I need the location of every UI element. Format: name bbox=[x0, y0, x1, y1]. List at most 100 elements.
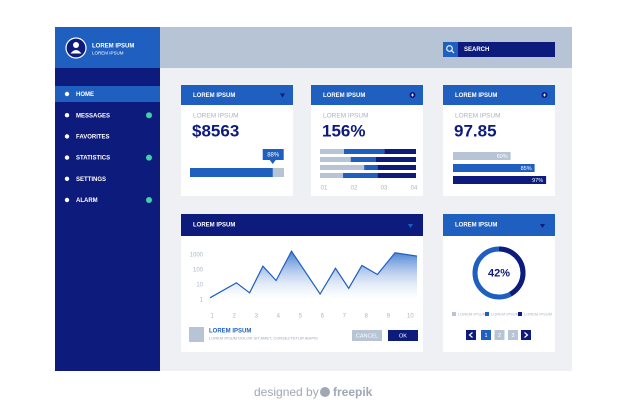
menu-item[interactable] bbox=[55, 192, 160, 208]
search-box[interactable] bbox=[443, 42, 555, 57]
footer-brand: freepik bbox=[333, 385, 373, 399]
footer-designed-by: designed by bbox=[254, 385, 319, 399]
stack-segment bbox=[375, 157, 416, 162]
stat-subtitle: LOREM IPSUM bbox=[193, 113, 239, 120]
menu-label: ALARM bbox=[76, 198, 98, 204]
stack-tick-label: 03 bbox=[381, 186, 388, 192]
page-button[interactable] bbox=[481, 330, 491, 340]
dropdown-caret[interactable] bbox=[280, 93, 285, 98]
menu-label: FAVORITES bbox=[76, 134, 110, 140]
menu-icon bbox=[64, 155, 70, 160]
stack-segment bbox=[320, 173, 344, 178]
legend-swatch bbox=[189, 327, 204, 342]
menu-active bbox=[55, 86, 160, 102]
stat-card-title: LOREM IPSUM bbox=[455, 93, 497, 99]
donut-legend-swatch bbox=[452, 312, 456, 316]
legend-title: LOREM IPSUM bbox=[209, 329, 251, 335]
menu-label: SETTINGS bbox=[76, 177, 106, 183]
user-name: LOREM IPSUM bbox=[92, 44, 134, 50]
stat-card-title: LOREM IPSUM bbox=[193, 93, 235, 99]
stack-segment bbox=[320, 157, 351, 162]
stat-subtitle: LOREM IPSUM bbox=[323, 113, 369, 120]
search-icon bbox=[446, 45, 453, 52]
footer-logo bbox=[320, 387, 330, 397]
y-tick-label: 1 bbox=[200, 298, 204, 304]
prev-page[interactable] bbox=[466, 330, 476, 340]
stat-value: 156% bbox=[322, 121, 365, 140]
menu-icon bbox=[64, 113, 70, 118]
page-button[interactable] bbox=[508, 330, 518, 340]
next-icon bbox=[524, 332, 529, 338]
stack-segment bbox=[350, 157, 376, 162]
line-area bbox=[210, 251, 417, 300]
percent-bar bbox=[453, 152, 511, 160]
page-button[interactable] bbox=[494, 330, 505, 340]
x-tick-label: 1 bbox=[211, 314, 215, 320]
y-tick-label: 100 bbox=[193, 268, 204, 274]
progress-tooltip bbox=[262, 149, 284, 160]
donut-legend-label: LOREM IPSUM bbox=[524, 311, 552, 316]
stat-value: 97.85 bbox=[454, 121, 497, 140]
x-tick-label: 6 bbox=[321, 314, 325, 320]
stack-segment bbox=[377, 165, 416, 170]
menu-label: STATISTICS bbox=[76, 156, 110, 162]
donut-legend-swatch bbox=[518, 312, 522, 316]
percent-bar bbox=[453, 164, 535, 172]
sidebar bbox=[55, 27, 160, 371]
menu-item[interactable] bbox=[55, 86, 160, 102]
y-tick-label: 10 bbox=[196, 283, 203, 289]
donut-card-header bbox=[443, 214, 555, 236]
menu-label: MESSAGES bbox=[76, 113, 110, 119]
menu-label: HOME bbox=[76, 92, 94, 98]
donut-arc bbox=[472, 246, 526, 300]
donut-legend-label: LOREM IPSUM bbox=[491, 311, 519, 316]
dropdown-caret[interactable] bbox=[408, 224, 413, 228]
ok-label: OK bbox=[399, 333, 407, 339]
menu-icon bbox=[64, 91, 70, 97]
prev-icon bbox=[468, 332, 473, 338]
x-tick-label: 5 bbox=[299, 314, 303, 320]
legend-text: LOREM IPSUM DOLOR SIT AMET, CONSECTETUR … bbox=[209, 336, 318, 341]
menu-badge bbox=[146, 154, 152, 161]
stack-segment bbox=[344, 149, 385, 154]
line-series bbox=[209, 250, 418, 299]
search-button[interactable] bbox=[443, 42, 458, 57]
next-page[interactable] bbox=[521, 330, 531, 340]
x-tick-label: 9 bbox=[387, 314, 391, 320]
menu-icon bbox=[64, 176, 70, 181]
stat-value: $8563 bbox=[192, 121, 239, 140]
cancel-button[interactable] bbox=[352, 330, 382, 341]
dropdown-caret[interactable] bbox=[540, 224, 545, 228]
add-icon bbox=[411, 93, 414, 97]
stack-tick-label: 04 bbox=[411, 186, 418, 192]
chart-title: LOREM IPSUM bbox=[193, 223, 235, 229]
stack-segment bbox=[343, 173, 378, 178]
stack-segment bbox=[364, 165, 378, 170]
stack-segment bbox=[320, 165, 365, 170]
percent-bar bbox=[453, 176, 547, 184]
x-tick-label: 2 bbox=[233, 314, 237, 320]
page-number: 1 bbox=[484, 333, 487, 339]
x-tick-label: 10 bbox=[407, 314, 414, 320]
ok-button[interactable] bbox=[388, 330, 418, 341]
stat-card-header bbox=[181, 85, 293, 105]
add-icon bbox=[543, 93, 546, 97]
donut-legend-label: LOREM IPSUM bbox=[458, 311, 486, 316]
x-tick-label: 7 bbox=[343, 314, 347, 320]
y-tick-label: 1000 bbox=[190, 253, 204, 259]
menu-item[interactable] bbox=[55, 171, 160, 187]
stat-card-title: LOREM IPSUM bbox=[323, 93, 365, 99]
chart-card-header bbox=[181, 214, 423, 236]
percent-bar-label: 85% bbox=[521, 166, 532, 172]
menu-icon bbox=[64, 134, 70, 139]
x-tick-label: 8 bbox=[365, 314, 369, 320]
donut-card-title: LOREM IPSUM bbox=[455, 223, 497, 229]
menu-badge bbox=[146, 197, 152, 203]
percent-bar-label: 97% bbox=[532, 178, 543, 184]
stack-segment bbox=[384, 149, 416, 154]
search-label: SEARCH bbox=[464, 47, 489, 53]
page-number: 2 bbox=[498, 333, 501, 339]
stat-card-header bbox=[311, 85, 423, 105]
